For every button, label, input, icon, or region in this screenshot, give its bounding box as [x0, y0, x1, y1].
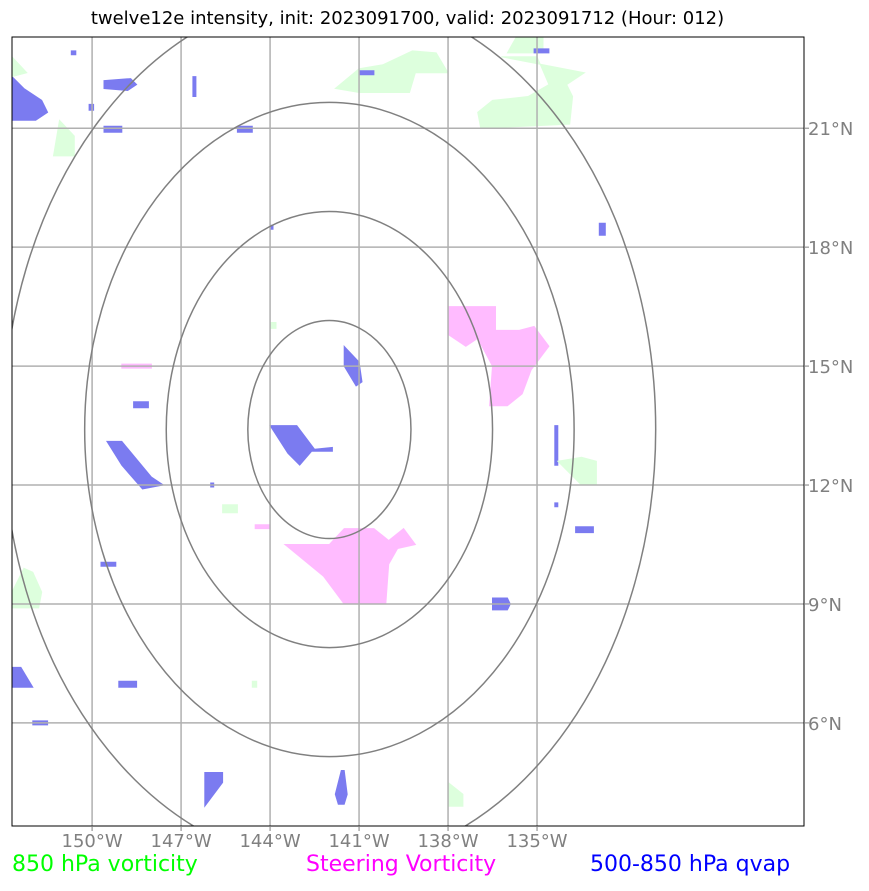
blue-contour-region: [204, 772, 224, 808]
longitude-tick-label: 150°W: [62, 831, 123, 852]
latitude-tick-label: 12°N: [808, 476, 853, 497]
blue-contour-region: [103, 125, 123, 133]
legend-850-vorticity: 850 hPa vorticity: [12, 852, 198, 877]
blue-contour-region: [554, 425, 559, 466]
blue-contour-region: [598, 222, 606, 236]
green-contour-region: [251, 680, 258, 688]
latitude-tick-label: 21°N: [808, 119, 853, 140]
magenta-contour-region: [447, 306, 550, 407]
blue-contour-region: [334, 770, 348, 805]
map-plot-area: [11, 36, 805, 827]
blue-contour-region: [118, 680, 138, 688]
blue-contour-region: [12, 75, 49, 121]
green-contour-region: [334, 50, 449, 93]
range-ring: [83, 101, 575, 758]
blue-contour-region: [100, 561, 117, 567]
latitude-tick-label: 18°N: [808, 238, 853, 259]
green-contour-region: [52, 119, 75, 157]
blue-contour-region: [533, 48, 550, 54]
longitude-tick-label: 147°W: [151, 831, 212, 852]
blue-contour-region: [575, 526, 594, 534]
green-contour-region: [477, 56, 586, 129]
green-contour-region: [556, 456, 597, 486]
map-title: twelve12e intensity, init: 2023091700, v…: [90, 8, 725, 29]
longitude-tick-label: 144°W: [239, 831, 300, 852]
longitude-tick-label: 138°W: [417, 831, 478, 852]
range-ring: [12, 37, 657, 826]
blue-contour-region: [358, 70, 375, 76]
plot-frame: [11, 36, 805, 827]
green-contour-region: [12, 56, 28, 78]
magenta-contour-region: [254, 524, 271, 530]
range-ring: [247, 319, 412, 540]
range-rings: [12, 37, 657, 826]
longitude-tick-label: 141°W: [328, 831, 389, 852]
plot-background: [12, 37, 804, 826]
legend-steering-vorticity: Steering Vorticity: [306, 852, 497, 877]
blue-contour-region: [269, 425, 333, 466]
latitude-tick-label: 9°N: [808, 595, 842, 616]
latitude-tick-label: 15°N: [808, 357, 853, 378]
longitude-axis: 150°W 147°W 144°W 141°W 138°W 135°W: [62, 826, 568, 852]
contour-layer: [12, 37, 606, 808]
blue-contour-region: [236, 125, 253, 133]
longitude-tick-label: 135°W: [506, 831, 567, 852]
blue-contour-region: [192, 76, 197, 97]
green-contour-region: [12, 567, 43, 609]
blue-contour-region: [554, 502, 559, 508]
range-ring: [165, 210, 494, 649]
blue-contour-region: [133, 401, 149, 409]
blue-contour-region: [70, 50, 77, 56]
legend-qvap: 500-850 hPa qvap: [590, 852, 791, 877]
latitude-axis: 21°N 18°N 15°N 12°N 9°N 6°N: [804, 119, 853, 735]
green-contour-region: [222, 504, 238, 514]
blue-contour-region: [103, 78, 138, 92]
blue-contour-region: [12, 666, 34, 688]
latitude-tick-label: 6°N: [808, 714, 842, 735]
gridlines: [12, 37, 804, 826]
green-contour-region: [269, 322, 277, 329]
